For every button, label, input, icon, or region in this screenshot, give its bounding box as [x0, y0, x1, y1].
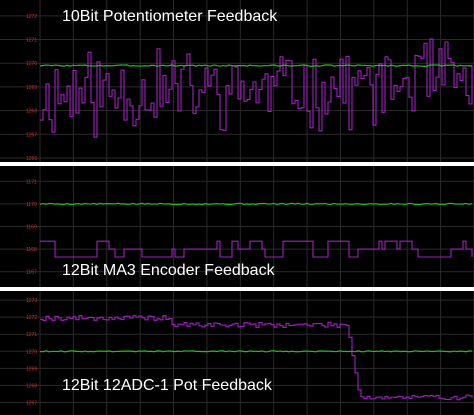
y-tick-label: 1271: [26, 38, 37, 44]
y-tick-label: 1272: [26, 315, 37, 321]
panel-ma3-encoder: 1171 1170 1169 1168 1167 12Bit MA3 Encoder F…: [0, 166, 474, 287]
y-tick-label: 1168: [26, 247, 37, 253]
y-tick-label: 1271: [26, 332, 37, 338]
panel-adc-pot: 1273 1272 1271 1270 1269 1268 1267 12Bit 12ADC…: [0, 291, 474, 415]
series-line-green: [39, 350, 473, 353]
y-tick-label: 1266: [26, 156, 37, 162]
separator-top: [0, 162, 474, 166]
y-tick-label: 1170: [26, 202, 37, 208]
chart-title-potentiometer: 10Bit Potentiometer Feedback: [62, 8, 278, 25]
y-tick-label: 1171: [26, 179, 37, 185]
chart-potentiometer: 1272 1271 1270 1269 1268 1267 1266: [0, 0, 474, 162]
y-tick-label: 1268: [26, 109, 37, 115]
y-tick-label: 1269: [26, 366, 37, 372]
series-line-purple: [40, 38, 473, 138]
series-line-green: [39, 202, 473, 206]
chart-adc-pot: 1273 1272 1271 1270 1269 1268 1267: [0, 291, 474, 415]
y-tick-label: 1273: [26, 298, 37, 304]
y-tick-label: 1267: [26, 132, 37, 138]
y-tick-label: 1269: [26, 85, 37, 91]
y-tick-label: 1270: [26, 61, 37, 67]
y-tick-label: 1272: [26, 14, 37, 20]
y-tick-label: 1267: [26, 400, 37, 406]
series-line-purple: [40, 240, 473, 258]
chart-ma3-encoder: 1171 1170 1169 1168 1167: [0, 166, 474, 287]
y-tick-label: 1268: [26, 383, 37, 389]
y-tick-label: 1167: [26, 270, 37, 276]
chart-title-ma3-encoder: 12Bit MA3 Encoder Feedback: [62, 262, 275, 279]
separator-bottom: [0, 287, 474, 291]
y-tick-label: 1169: [26, 225, 37, 231]
series-line-purple: [40, 314, 473, 401]
chart-title-adc-pot: 12Bit 12ADC-1 Pot Feedback: [62, 377, 272, 394]
panel-potentiometer: 1272 1271 1270 1269 1268 1267 1266 10Bit Poten…: [0, 0, 474, 162]
y-tick-label: 1270: [26, 349, 37, 355]
series-line-green: [39, 64, 473, 67]
